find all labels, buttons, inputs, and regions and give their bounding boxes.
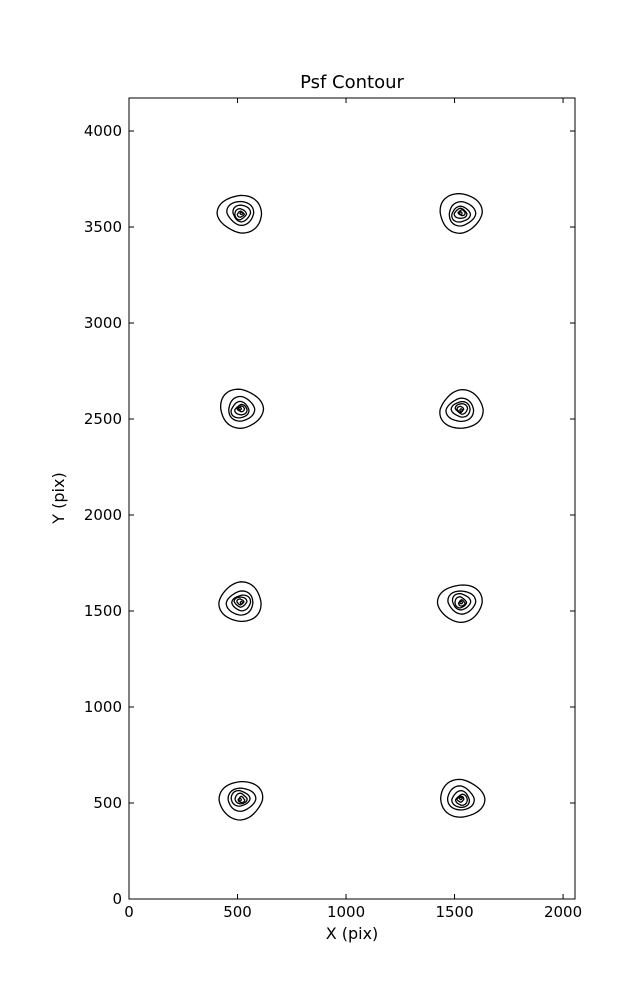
contour-ring <box>239 600 244 605</box>
psf-contour-cluster <box>216 194 263 234</box>
contour-ring <box>453 207 468 220</box>
contour-ring <box>220 388 265 429</box>
x-tick-label: 2000 <box>544 903 582 921</box>
contour-ring <box>451 593 472 611</box>
contour-ring <box>450 400 471 418</box>
contour-ring <box>458 211 463 216</box>
contour-ring <box>232 204 252 223</box>
plot-title: Psf Contour <box>300 72 404 93</box>
contour-ring <box>234 792 248 805</box>
contour-ring <box>225 590 254 616</box>
contour-ring <box>454 596 468 609</box>
psf-contour-cluster <box>439 778 486 818</box>
contour-ring <box>448 201 477 227</box>
psf-contour-cluster <box>218 581 262 623</box>
contour-ring <box>447 590 477 615</box>
contour-ring <box>454 402 469 415</box>
plot-frame <box>128 97 576 900</box>
contour-ring <box>239 211 244 216</box>
contour-ring <box>457 599 466 607</box>
y-tick-label: 1000 <box>84 698 122 716</box>
x-tick-label: 0 <box>124 903 134 921</box>
contour-ring <box>445 397 475 423</box>
contour-ring <box>237 797 243 802</box>
psf-contour-cluster <box>218 780 264 821</box>
psf-contour-cluster <box>439 193 483 234</box>
y-axis-label: Y (pix) <box>49 472 68 524</box>
psf-contour-cluster <box>436 584 483 624</box>
contour-ring <box>227 787 257 812</box>
contour-ring <box>451 789 471 809</box>
contour-ring <box>231 594 252 612</box>
contour-ring <box>446 785 475 811</box>
contour-ring <box>228 395 256 422</box>
x-tick-label: 1000 <box>327 903 365 921</box>
contour-ring <box>234 403 248 416</box>
contour-ring <box>439 388 484 429</box>
y-tick-label: 1500 <box>84 602 122 620</box>
contour-ring <box>436 584 483 624</box>
contour-ring <box>451 205 472 223</box>
contour-ring <box>230 789 251 807</box>
x-axis-label: X (pix) <box>325 924 379 943</box>
contour-ring <box>230 400 250 419</box>
contour-ring <box>233 596 248 608</box>
x-tick-label: 1500 <box>435 903 473 921</box>
y-tick-label: 3500 <box>84 218 122 236</box>
psf-contour-cluster <box>220 388 265 429</box>
x-tick-label: 500 <box>223 903 252 921</box>
contour-ring <box>216 194 263 234</box>
contour-ring <box>236 405 246 413</box>
contour-ring <box>457 208 466 217</box>
contour-ring <box>458 796 464 801</box>
y-tick-label: 2000 <box>84 506 122 524</box>
contour-ring <box>439 193 483 234</box>
contour-ring <box>439 778 486 818</box>
contour-ring <box>237 406 243 411</box>
y-tick-label: 4000 <box>84 122 122 140</box>
psf-contour-cluster <box>439 388 484 429</box>
contour-ring <box>454 793 469 807</box>
contour-ring <box>458 600 464 605</box>
contour-ring <box>226 200 255 227</box>
contour-ring <box>456 795 465 803</box>
y-tick-label: 0 <box>112 890 122 908</box>
y-tick-label: 2500 <box>84 410 122 428</box>
y-tick-label: 500 <box>93 794 122 812</box>
y-tick-label: 3000 <box>84 314 122 332</box>
contour-ring <box>218 581 262 623</box>
contour-ring <box>459 408 464 413</box>
contour-ring <box>218 780 264 821</box>
contour-ring <box>234 207 248 221</box>
